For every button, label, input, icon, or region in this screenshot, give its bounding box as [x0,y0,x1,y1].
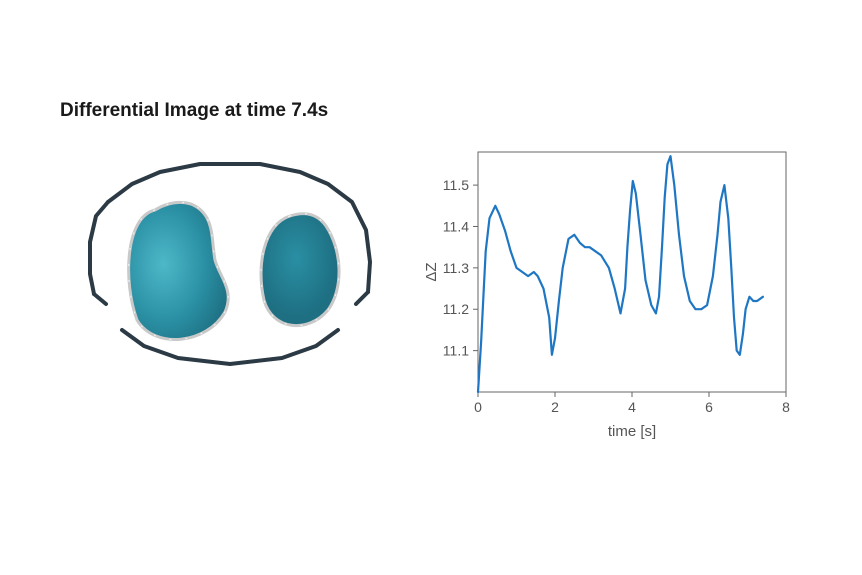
right-lobe [261,214,339,326]
xtick-label: 6 [705,399,713,415]
left-lobe [129,202,229,339]
xlabel: time [s] [608,423,656,440]
xtick-label: 4 [628,399,636,415]
line-chart-svg: 11.1 11.2 11.3 11.4 11.5 0 2 4 6 8 time [s] ΔZ [420,142,800,442]
chart-title: Differential Image at time 7.4s [60,100,820,122]
xtick-label: 2 [551,399,559,415]
ylabel: ΔZ [423,262,440,281]
ytick-label: 11.3 [443,260,469,276]
line-chart-panel: 11.1 11.2 11.3 11.4 11.5 0 2 4 6 8 time [s] ΔZ [420,142,800,442]
xtick-label: 8 [782,399,790,415]
data-line [478,156,763,392]
ytick-label: 11.1 [443,343,469,359]
ytick-label: 11.5 [443,177,469,193]
differential-image-panel [60,142,400,402]
xtick-label: 0 [474,399,482,415]
ytick-label: 11.4 [443,218,469,234]
ytick-label: 11.2 [443,301,469,317]
crosssection-svg [60,142,400,402]
